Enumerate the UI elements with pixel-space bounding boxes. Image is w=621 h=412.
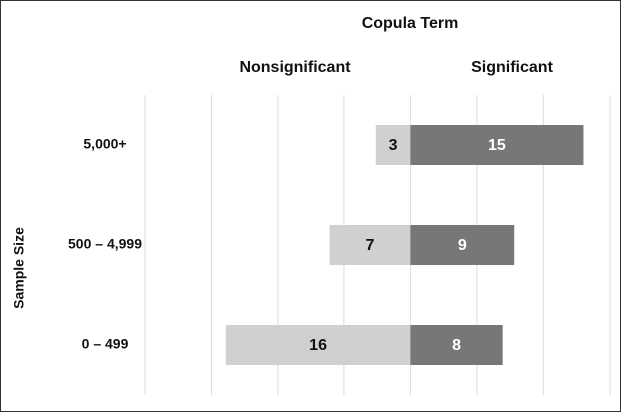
bar xyxy=(329,225,411,265)
bar xyxy=(225,325,411,365)
column-header: Significant xyxy=(471,59,553,76)
value-label: 9 xyxy=(458,237,467,254)
column-header: Nonsignificant xyxy=(239,59,351,76)
value-label: 3 xyxy=(389,137,398,154)
y-tick-label: 5,000+ xyxy=(83,136,126,152)
chart-title: Copula Term xyxy=(362,15,459,32)
bar xyxy=(410,125,584,165)
value-label: 8 xyxy=(452,337,461,354)
bar xyxy=(410,325,503,365)
bar xyxy=(410,225,515,265)
y-axis-label: Sample Size xyxy=(11,227,27,309)
y-tick-label: 500 – 4,999 xyxy=(68,236,142,252)
value-label: 7 xyxy=(366,237,375,254)
bar xyxy=(375,125,411,165)
value-label: 16 xyxy=(309,337,327,354)
y-tick-label: 0 – 499 xyxy=(82,336,129,352)
value-label: 15 xyxy=(488,137,506,154)
